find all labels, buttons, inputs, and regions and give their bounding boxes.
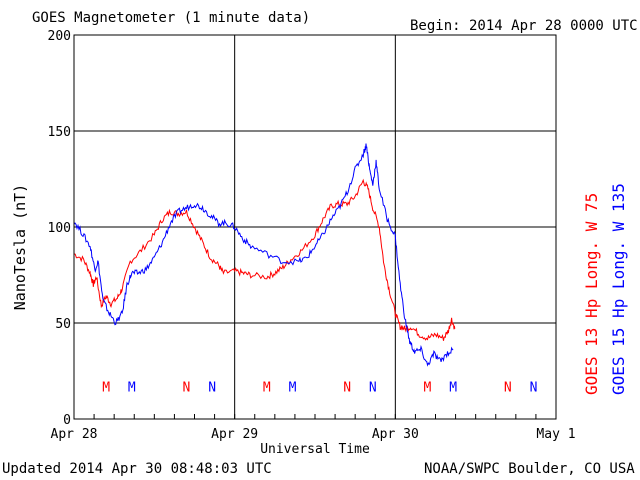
marker-label: M [102,380,110,395]
y-tick-label: 100 [48,221,71,236]
marker-label: N [530,380,538,395]
y-axis-label: NanoTesla (nT) [11,184,29,310]
begin-time: Begin: 2014 Apr 28 0000 UTC [410,18,638,34]
marker-label: N [504,380,512,395]
marker-label: N [343,380,351,395]
x-tick-label: May 1 [536,427,575,442]
y-tick-label: 0 [63,413,71,428]
x-tick-label: Apr 30 [372,427,419,442]
x-tick-label: Apr 28 [51,427,98,442]
legend: GOES 13 Hp Long. W 75 GOES 15 Hp Long. W … [582,183,628,395]
marker-label: M [263,380,271,395]
legend-entry-1: GOES 13 Hp Long. W 75 [582,193,601,395]
marker-label: N [369,380,377,395]
marker-label: N [208,380,216,395]
series-lines [73,143,456,367]
y-tick-label: 150 [48,125,71,140]
y-tick-label: 200 [48,29,71,44]
marker-label: M [128,380,136,395]
legend-entry-2: GOES 15 Hp Long. W 135 [609,183,628,395]
marker-label: M [424,380,432,395]
series-line-1 [73,178,456,341]
series-line-2 [73,143,454,367]
marker-label: N [183,380,191,395]
axis-ticks: 0 50 100 150 200 Apr 28 Apr 29 Apr 30 May 1 [48,29,576,442]
credit: NOAA/SWPC Boulder, CO USA [424,461,635,477]
grid [74,35,556,419]
marker-label: M [289,380,297,395]
marker-label: M [449,380,457,395]
x-axis-label: Universal Time [260,442,370,457]
y-tick-label: 50 [55,317,71,332]
x-tick-label: Apr 29 [211,427,258,442]
updated-time: Updated 2014 Apr 30 08:48:03 UTC [2,461,272,477]
chart-title: GOES Magnetometer (1 minute data) [32,10,311,26]
